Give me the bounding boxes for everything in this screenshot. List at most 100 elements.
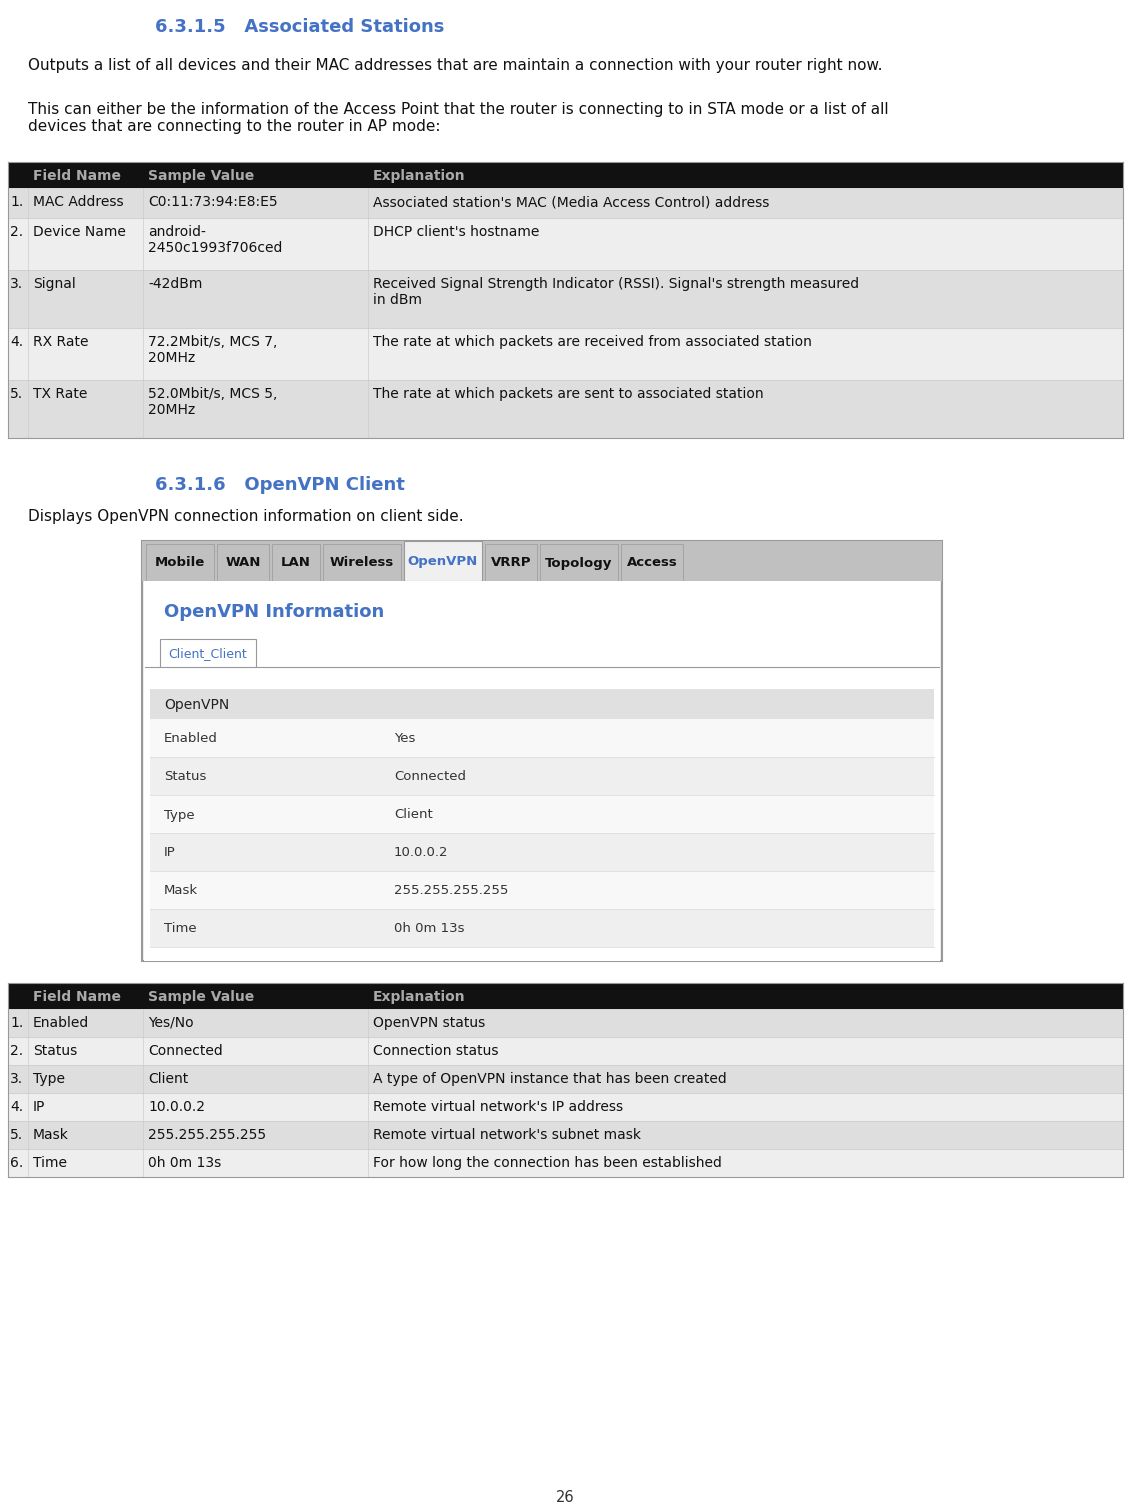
Text: Mask: Mask [164, 885, 198, 898]
Text: Connected: Connected [148, 1044, 223, 1058]
Bar [150, 909, 934, 946]
Text: OpenVPN: OpenVPN [164, 698, 230, 711]
Text: Access: Access [627, 556, 677, 570]
Text: Connected: Connected [394, 770, 466, 784]
Text: Enabled: Enabled [164, 732, 218, 746]
Text: Signal: Signal [33, 277, 76, 291]
Text: 1.: 1. [10, 1016, 24, 1029]
Bar [539, 544, 618, 582]
Bar [8, 219, 1123, 270]
Text: Sample Value: Sample Value [148, 169, 254, 182]
Bar [150, 871, 934, 909]
Bar [8, 1121, 1123, 1148]
Bar [8, 161, 1123, 188]
Text: IP: IP [164, 847, 175, 859]
Text: Client: Client [394, 808, 433, 821]
Bar [8, 1148, 1123, 1177]
Text: Status: Status [164, 770, 206, 784]
Text: MAC Address: MAC Address [33, 194, 123, 209]
Text: 0h 0m 13s: 0h 0m 13s [148, 1156, 222, 1169]
Text: TX Rate: TX Rate [33, 387, 87, 401]
Text: 52.0Mbit/s, MCS 5,
20MHz: 52.0Mbit/s, MCS 5, 20MHz [148, 387, 277, 417]
Text: 6.3.1.6   OpenVPN Client: 6.3.1.6 OpenVPN Client [155, 476, 405, 494]
Text: The rate at which packets are received from associated station: The rate at which packets are received f… [373, 335, 812, 350]
Text: 10.0.0.2: 10.0.0.2 [394, 847, 449, 859]
Bar [143, 541, 942, 961]
Text: For how long the connection has been established: For how long the connection has been est… [373, 1156, 722, 1169]
Text: Topology: Topology [545, 556, 613, 570]
Text: 255.255.255.255: 255.255.255.255 [148, 1129, 266, 1142]
Text: C0:11:73:94:E8:E5: C0:11:73:94:E8:E5 [148, 194, 277, 209]
Text: Explanation: Explanation [373, 169, 466, 182]
Text: Client: Client [148, 1071, 188, 1087]
Text: WAN: WAN [225, 556, 260, 570]
Text: android-
2450c1993f706ced: android- 2450c1993f706ced [148, 225, 283, 255]
Text: 3.: 3. [10, 277, 23, 291]
Text: Explanation: Explanation [373, 990, 466, 1004]
Text: OpenVPN status: OpenVPN status [373, 1016, 485, 1029]
Text: Mask: Mask [33, 1129, 69, 1142]
Text: 5.: 5. [10, 1129, 23, 1142]
Bar [8, 1065, 1123, 1093]
Text: 1.: 1. [10, 194, 24, 209]
Text: 0h 0m 13s: 0h 0m 13s [394, 922, 465, 936]
Text: 255.255.255.255: 255.255.255.255 [394, 885, 508, 898]
Text: 72.2Mbit/s, MCS 7,
20MHz: 72.2Mbit/s, MCS 7, 20MHz [148, 335, 277, 365]
Bar [143, 541, 942, 582]
Bar [271, 544, 320, 582]
Text: The rate at which packets are sent to associated station: The rate at which packets are sent to as… [373, 387, 763, 401]
Text: Associated station's MAC (Media Access Control) address: Associated station's MAC (Media Access C… [373, 194, 769, 209]
Text: 10.0.0.2: 10.0.0.2 [148, 1100, 205, 1114]
Text: DHCP client's hostname: DHCP client's hostname [373, 225, 539, 240]
Bar [8, 380, 1123, 439]
Text: RX Rate: RX Rate [33, 335, 88, 350]
Bar [8, 1037, 1123, 1065]
Text: This can either be the information of the Access Point that the router is connec: This can either be the information of th… [28, 102, 889, 134]
Bar [144, 582, 940, 961]
Text: 4.: 4. [10, 1100, 23, 1114]
Text: Client_Client: Client_Client [169, 648, 248, 660]
Text: Remote virtual network's IP address: Remote virtual network's IP address [373, 1100, 623, 1114]
Bar [150, 796, 934, 833]
Text: Remote virtual network's subnet mask: Remote virtual network's subnet mask [373, 1129, 641, 1142]
Bar [150, 833, 934, 871]
Bar [150, 719, 934, 757]
Bar [621, 544, 683, 582]
Text: Yes/No: Yes/No [148, 1016, 193, 1029]
Text: 6.: 6. [10, 1156, 24, 1169]
Text: Status: Status [33, 1044, 77, 1058]
Text: Mobile: Mobile [155, 556, 205, 570]
Bar [323, 544, 402, 582]
Text: VRRP: VRRP [491, 556, 532, 570]
Text: OpenVPN: OpenVPN [408, 556, 478, 568]
Text: 2.: 2. [10, 1044, 23, 1058]
Bar [150, 689, 934, 719]
Bar [485, 544, 537, 582]
Bar [150, 757, 934, 796]
Text: Device Name: Device Name [33, 225, 126, 240]
Text: Outputs a list of all devices and their MAC addresses that are maintain a connec: Outputs a list of all devices and their … [28, 57, 882, 72]
Text: LAN: LAN [282, 556, 311, 570]
Text: 2.: 2. [10, 225, 23, 240]
Text: -42dBm: -42dBm [148, 277, 202, 291]
Bar [8, 270, 1123, 329]
Text: 26: 26 [555, 1490, 575, 1505]
Text: Field Name: Field Name [33, 990, 121, 1004]
Text: IP: IP [33, 1100, 45, 1114]
Text: Received Signal Strength Indicator (RSSI). Signal's strength measured
in dBm: Received Signal Strength Indicator (RSSI… [373, 277, 860, 307]
Text: OpenVPN Information: OpenVPN Information [164, 603, 385, 621]
Bar [8, 188, 1123, 219]
Text: Time: Time [164, 922, 197, 936]
Text: Sample Value: Sample Value [148, 990, 254, 1004]
Text: Type: Type [164, 808, 195, 821]
Bar [8, 983, 1123, 1010]
Text: Wireless: Wireless [330, 556, 394, 570]
Text: 3.: 3. [10, 1071, 23, 1087]
Text: Enabled: Enabled [33, 1016, 89, 1029]
Text: Type: Type [33, 1071, 64, 1087]
Bar [8, 1010, 1123, 1037]
Bar [8, 1093, 1123, 1121]
Text: 4.: 4. [10, 335, 23, 350]
Text: 6.3.1.5   Associated Stations: 6.3.1.5 Associated Stations [155, 18, 444, 36]
Text: Displays OpenVPN connection information on client side.: Displays OpenVPN connection information … [28, 509, 464, 524]
